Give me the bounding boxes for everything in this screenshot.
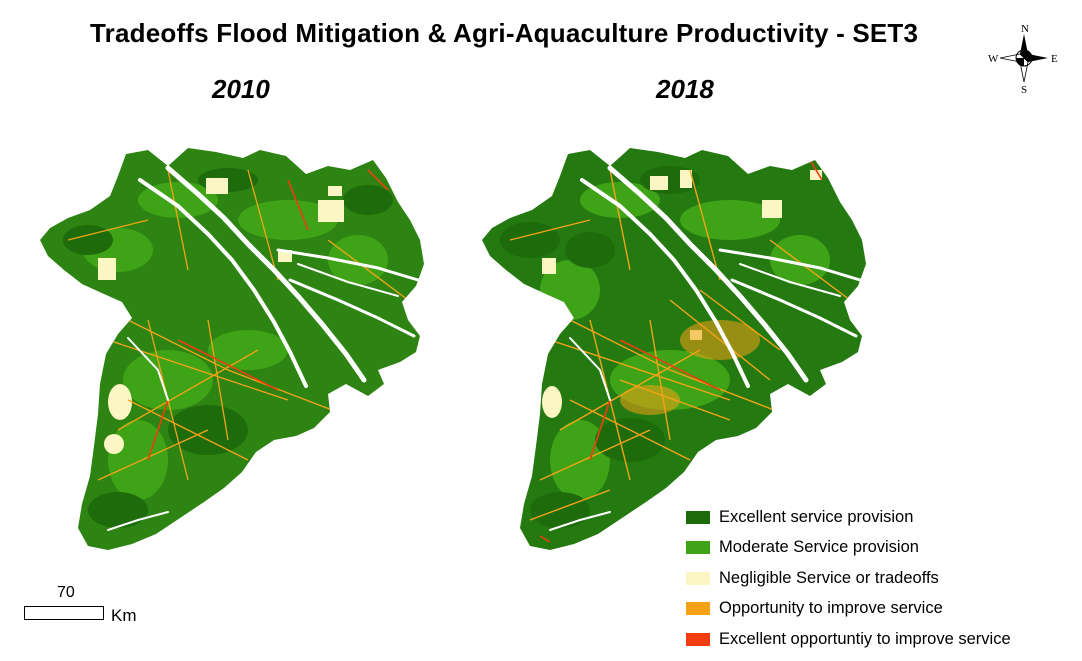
compass-east: E	[1051, 53, 1058, 65]
legend-item-excellent-opportunity: Excellent opportuntiy to improve service	[686, 624, 1011, 655]
legend-label: Negligible Service or tradeoffs	[719, 568, 939, 587]
land-cover-detail	[63, 168, 409, 528]
legend-item-moderate-service: Moderate Service provision	[686, 533, 1011, 564]
river-channels	[107, 165, 420, 531]
legend-swatch	[686, 510, 710, 524]
land-cover-detail	[500, 159, 851, 543]
compass-south: S	[1021, 84, 1027, 94]
scale-unit: Km	[111, 606, 137, 625]
river-channels	[549, 165, 862, 531]
map-title: Tradeoffs Flood Mitigation & Agri-Aquacu…	[90, 18, 919, 48]
compass-north: N	[1021, 23, 1029, 35]
year-label-2010: 2010	[212, 74, 270, 104]
legend: Excellent service provision Moderate Ser…	[686, 502, 1011, 655]
legend-label: Excellent opportuntiy to improve service	[719, 629, 1011, 648]
scale-bar: 70 Km	[24, 584, 154, 629]
land-area	[482, 148, 866, 550]
compass-rose-icon: N S W E	[988, 23, 1058, 94]
legend-item-opportunity: Opportunity to improve service	[686, 594, 1011, 625]
legend-label: Excellent service provision	[719, 507, 914, 526]
scale-value: 70	[57, 584, 75, 601]
legend-swatch	[686, 632, 710, 646]
compass-west: W	[988, 53, 999, 65]
legend-swatch	[686, 571, 710, 585]
legend-item-excellent-service: Excellent service provision	[686, 502, 1011, 533]
legend-label: Opportunity to improve service	[719, 599, 943, 618]
year-label-2018: 2018	[656, 74, 714, 104]
legend-item-negligible-service: Negligible Service or tradeoffs	[686, 563, 1011, 594]
scale-bar-graphic	[24, 606, 104, 620]
map-2010	[40, 148, 424, 550]
legend-swatch	[686, 541, 710, 555]
legend-swatch	[686, 602, 710, 616]
legend-label: Moderate Service provision	[719, 538, 919, 557]
map-2018	[482, 148, 866, 550]
